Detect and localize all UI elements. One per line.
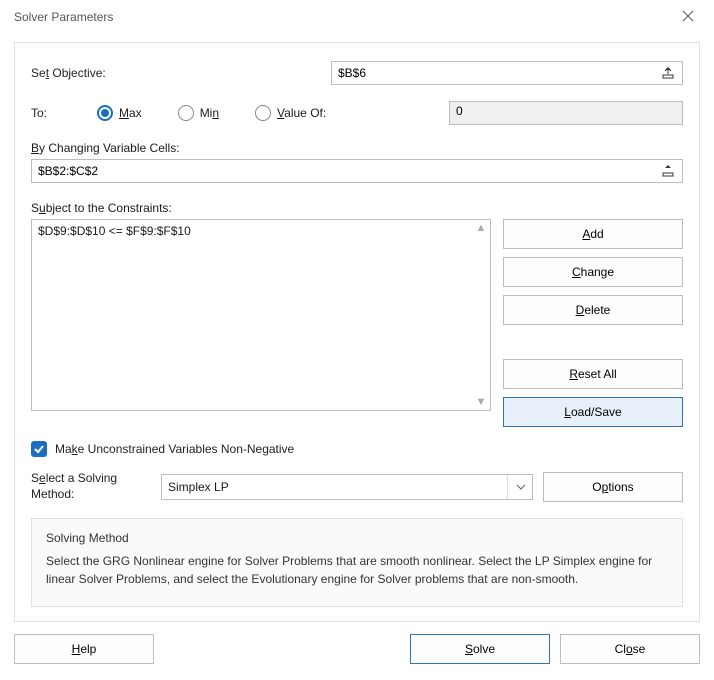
nonnegative-checkbox[interactable] [31, 441, 47, 457]
to-row: To: Max Min Value Of: [31, 101, 683, 125]
add-button[interactable]: Add [503, 219, 683, 249]
method-select-value: Simplex LP [168, 480, 229, 494]
solve-button[interactable]: Solve [410, 634, 550, 664]
varcells-input-wrap [31, 159, 683, 183]
constraints-area: $D$9:$D$10 <= $F$9:$F$10 ▲ ▼ Add Change … [31, 219, 683, 427]
chevron-down-icon [507, 475, 526, 499]
options-button[interactable]: Options [543, 472, 683, 502]
constraints-label: Subject to the Constraints: [31, 201, 683, 215]
window-title: Solver Parameters [14, 10, 113, 24]
collapse-dialog-icon[interactable] [661, 65, 676, 81]
reset-all-button[interactable]: Reset All [503, 359, 683, 389]
load-save-button[interactable]: Load/Save [503, 397, 683, 427]
radio-max-circle [97, 105, 113, 121]
listbox-scrollbar[interactable]: ▲ ▼ [472, 220, 490, 410]
radio-min-label: Min [200, 106, 219, 120]
help-button[interactable]: Help [14, 634, 154, 664]
to-label: To: [31, 106, 97, 120]
radio-valueof-label: Value Of: [277, 106, 326, 120]
nonnegative-checkbox-row: Make Unconstrained Variables Non-Negativ… [31, 441, 683, 457]
method-row: Select a Solving Method: Simplex LP Opti… [31, 471, 683, 502]
radio-max[interactable]: Max [97, 105, 142, 121]
scroll-up-icon[interactable]: ▲ [474, 222, 488, 234]
bottom-bar: Help Solve Close [0, 622, 714, 676]
constraint-item[interactable]: $D$9:$D$10 <= $F$9:$F$10 [38, 224, 484, 238]
radio-valueof-circle [255, 105, 271, 121]
radio-valueof[interactable]: Value Of: [255, 105, 326, 121]
constraints-listbox[interactable]: $D$9:$D$10 <= $F$9:$F$10 ▲ ▼ [31, 219, 491, 411]
scroll-down-icon[interactable]: ▼ [474, 396, 488, 408]
titlebar: Solver Parameters [0, 0, 714, 34]
collapse-dialog-icon[interactable] [660, 163, 676, 179]
varcells-label: By Changing Variable Cells: [31, 141, 683, 155]
varcells-input[interactable] [38, 164, 656, 178]
objective-input[interactable] [338, 66, 657, 80]
radio-min-circle [178, 105, 194, 121]
objective-row: Set Objective: [31, 61, 683, 85]
delete-button[interactable]: Delete [503, 295, 683, 325]
objective-label: Set Objective: [31, 66, 331, 80]
solving-method-info: Solving Method Select the GRG Nonlinear … [31, 518, 683, 607]
method-select[interactable]: Simplex LP [161, 474, 533, 500]
close-button[interactable]: Close [560, 634, 700, 664]
method-label: Select a Solving Method: [31, 471, 151, 502]
spacer [164, 634, 400, 664]
valueof-input-wrap [449, 101, 683, 125]
info-title: Solving Method [46, 531, 668, 545]
varcells-section: By Changing Variable Cells: [31, 141, 683, 183]
constraint-buttons: Add Change Delete Reset All Load/Save [503, 219, 683, 427]
radio-min[interactable]: Min [178, 105, 219, 121]
change-button[interactable]: Change [503, 257, 683, 287]
valueof-input[interactable] [456, 104, 676, 118]
constraints-section: Subject to the Constraints: $D$9:$D$10 <… [31, 201, 683, 427]
radio-max-label: Max [119, 106, 142, 120]
objective-input-wrap [331, 61, 683, 85]
main-panel: Set Objective: To: Max Min Value Of: [14, 42, 700, 622]
nonnegative-label: Make Unconstrained Variables Non-Negativ… [55, 442, 294, 456]
info-text: Select the GRG Nonlinear engine for Solv… [46, 553, 668, 588]
close-icon[interactable] [674, 5, 702, 29]
